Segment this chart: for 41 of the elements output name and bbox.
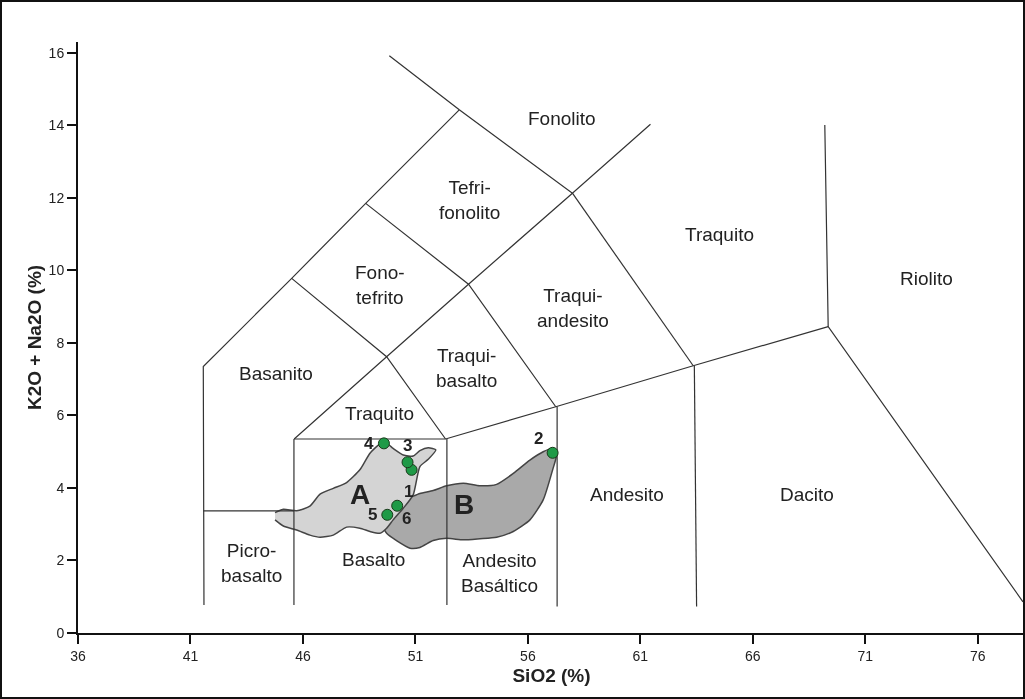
y-tick-label: 16 [48, 44, 65, 61]
annotation: 3 [403, 436, 413, 455]
annotation: Basanito [239, 363, 313, 384]
annotation: 2 [534, 429, 544, 448]
y-axis-title: K2O + Na2O (%) [23, 264, 45, 411]
x-tick-label: 41 [182, 647, 199, 664]
x-axis-title: SiO2 (%) [512, 665, 591, 687]
x-tick-label: 76 [969, 647, 986, 664]
annotation: Fonolito [528, 108, 596, 129]
annotation: Tefri- fonolito [439, 177, 501, 223]
x-tick-label: 36 [70, 647, 86, 664]
annotation: Basalto [342, 549, 406, 570]
annotation: 6 [402, 509, 412, 528]
x-tick-label: 46 [295, 647, 311, 664]
y-tick-label: 2 [56, 552, 65, 569]
x-tick-label: 51 [407, 647, 424, 664]
x-tick-label: 66 [745, 647, 761, 664]
y-tick-label: 12 [48, 189, 65, 206]
y-tick-label: 6 [56, 407, 65, 424]
annotation: Traquito [345, 403, 414, 424]
x-tick-label: 61 [632, 647, 649, 664]
annotation: Traqui- andesito [537, 285, 609, 331]
annotation: 4 [364, 434, 374, 453]
annotation: Traqui- basalto [436, 345, 498, 391]
annotation: Riolito [900, 268, 953, 289]
y-tick-label: 8 [56, 334, 65, 351]
annotation: Andesito [590, 484, 664, 505]
x-tick-label: 71 [857, 647, 874, 664]
y-tick-label: 4 [56, 479, 65, 496]
annotation: Traquito [685, 224, 754, 245]
annotation: 1 [404, 482, 414, 501]
annotation: Picro- basalto [221, 540, 283, 586]
annotation: Fono- tefrito [355, 262, 405, 308]
x-tick-label: 56 [520, 647, 536, 664]
y-tick-label: 10 [48, 262, 65, 279]
annotation: 5 [368, 505, 378, 524]
series-label: B [454, 489, 475, 520]
y-tick-label: 14 [48, 117, 65, 134]
annotation: Dacito [780, 484, 834, 505]
annotation: Andesito Basáltico [461, 550, 539, 596]
y-tick-label: 0 [56, 624, 65, 641]
